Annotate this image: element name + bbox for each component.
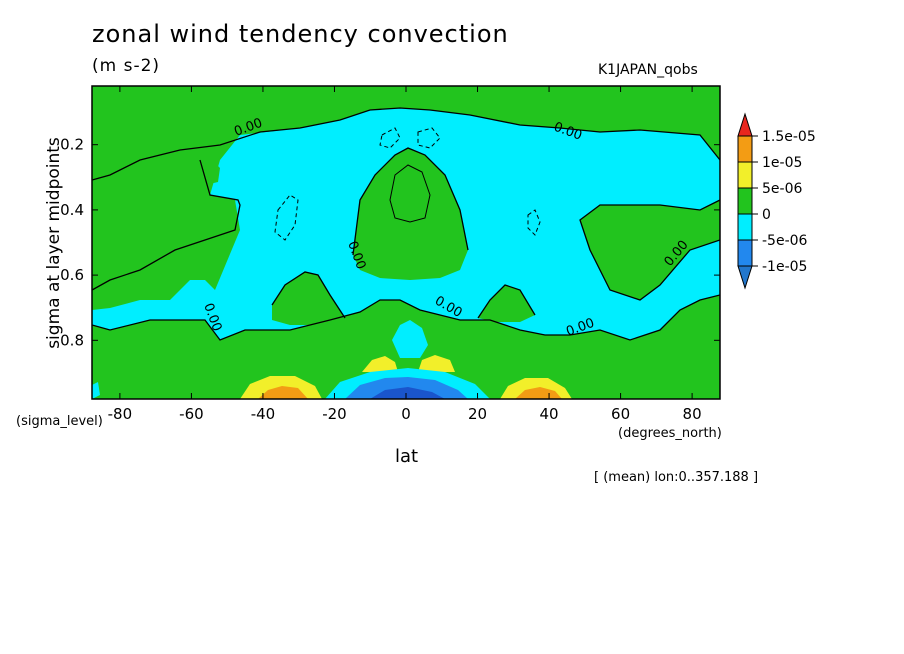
positive-region <box>478 285 535 322</box>
mean-note: [ (mean) lon:0..357.188 ] <box>594 470 759 485</box>
colorbar: 1.5e-05 1e-05 5e-06 0 -5e-06 -1e-05 <box>737 112 816 290</box>
x-units-note: (degrees_north) <box>618 426 722 441</box>
positive-contour <box>389 164 431 223</box>
zero-contour <box>271 271 346 319</box>
x-tick-label: 40 <box>540 405 559 423</box>
colorbar-label: -1e-05 <box>762 259 807 275</box>
zero-contour <box>477 284 536 319</box>
colorbar-label: -5e-06 <box>762 233 808 249</box>
x-tick-label: 80 <box>683 405 702 423</box>
x-tick-label: -60 <box>179 405 204 423</box>
x-tick-label: 0 <box>401 405 411 423</box>
x-tick-label: 20 <box>468 405 487 423</box>
positive-mid-region <box>418 355 455 372</box>
positive-region <box>198 158 220 185</box>
positive-high-region <box>258 386 308 399</box>
negative-contour <box>274 194 299 241</box>
zero-contour <box>92 107 720 181</box>
chart-title: zonal wind tendency convection <box>92 20 509 48</box>
contour-fills <box>92 86 720 399</box>
negative-contour <box>417 127 441 149</box>
y-tick-label: 0.6 <box>60 266 84 284</box>
colorbar-swatch <box>737 213 753 241</box>
x-axis-label: lat <box>395 446 419 467</box>
positive-high-region <box>515 387 562 399</box>
positive-mid-region <box>362 356 398 372</box>
zero-contour <box>352 147 469 256</box>
y-tick-label: 0.4 <box>60 201 84 219</box>
colorbar-arrow-top <box>737 112 753 137</box>
negative-region <box>92 382 100 399</box>
y-tick-label: 0.2 <box>60 136 84 154</box>
negative-region <box>392 320 428 358</box>
colorbar-swatch <box>737 135 753 163</box>
x-tick-label: -80 <box>108 405 133 423</box>
zero-contour <box>92 294 720 341</box>
run-label: K1JAPAN_qobs <box>598 62 698 78</box>
x-axis: -80 -60 -40 -20 0 20 40 60 80 <box>108 86 702 423</box>
colorbar-label: 1e-05 <box>762 155 802 171</box>
positive-region <box>272 272 345 325</box>
y-units-note: (sigma_level) <box>16 414 103 429</box>
y-axis: 0.2 0.4 0.6 0.8 <box>60 136 720 349</box>
positive-region <box>353 148 468 280</box>
chart-units: (m s-2) <box>92 56 161 76</box>
zero-contour <box>92 159 241 291</box>
x-tick-label: 60 <box>611 405 630 423</box>
colorbar-swatch <box>737 161 753 189</box>
colorbar-arrow-bottom <box>737 265 753 290</box>
negative-high-region <box>370 387 445 399</box>
zero-contour <box>579 199 720 301</box>
colorbar-label: 0 <box>762 207 771 223</box>
contour-lines <box>92 107 720 341</box>
x-tick-label: -40 <box>251 405 276 423</box>
y-tick-label: 0.8 <box>60 331 84 349</box>
colorbar-label: 5e-06 <box>762 181 802 197</box>
colorbar-swatch <box>737 187 753 215</box>
colorbar-label: 1.5e-05 <box>762 129 816 145</box>
negative-contour <box>527 209 541 236</box>
colorbar-swatch <box>737 239 753 267</box>
x-tick-label: -20 <box>322 405 347 423</box>
negative-contour <box>379 127 401 149</box>
